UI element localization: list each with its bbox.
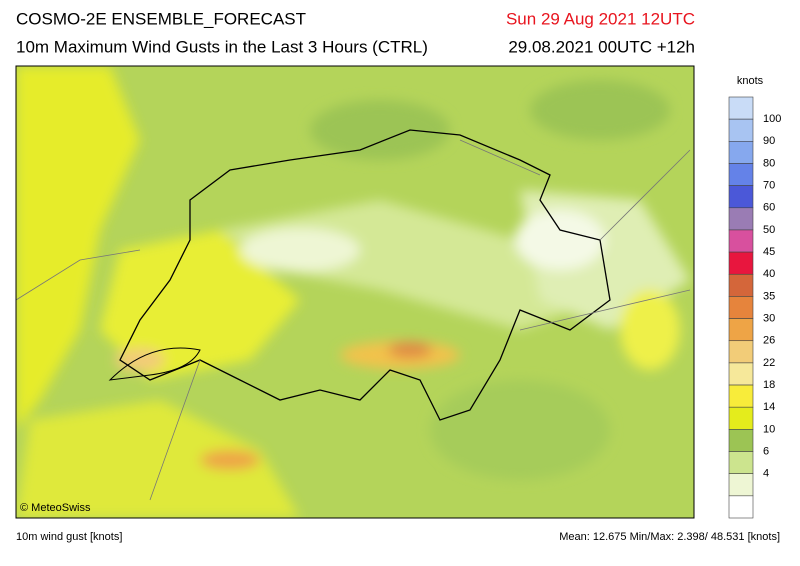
colorbar-label: 90 bbox=[763, 135, 775, 147]
run-time: 29.08.2021 00UTC +12h bbox=[508, 37, 695, 56]
colorbar-box bbox=[728, 451, 754, 474]
map-frame bbox=[15, 65, 695, 519]
colorbar-box bbox=[728, 229, 754, 253]
colorbar-label: 6 bbox=[763, 445, 769, 457]
colorbar-box bbox=[728, 429, 754, 452]
colorbar-label: 60 bbox=[763, 202, 775, 214]
colorbar-box bbox=[728, 118, 754, 142]
colorbar: 100 90 80 70 60 50 45 40 35 30 26 22 18 14 10 6 4 bbox=[728, 96, 781, 519]
title: COSMO-2E ENSEMBLE_FORECAST bbox=[16, 9, 306, 28]
border bbox=[119, 129, 611, 421]
map: © MeteoSwiss bbox=[15, 65, 695, 519]
credit: © MeteoSwiss bbox=[20, 502, 91, 514]
colorbar-label: 100 bbox=[763, 113, 781, 125]
colorbar-label: 14 bbox=[763, 401, 775, 413]
colorbar-label: 35 bbox=[763, 290, 775, 302]
wind-field bbox=[16, 66, 690, 518]
colorbar-label: 40 bbox=[763, 268, 775, 280]
colorbar-box bbox=[728, 185, 754, 209]
colorbar-label: 45 bbox=[763, 246, 775, 258]
colorbar-label: 80 bbox=[763, 157, 775, 169]
legend-unit: knots bbox=[737, 75, 764, 87]
colorbar-box bbox=[728, 251, 754, 275]
colorbar-label: 18 bbox=[763, 379, 775, 391]
colorbar-box bbox=[728, 96, 754, 120]
colorbar-box bbox=[728, 273, 754, 297]
colorbar-box bbox=[728, 141, 754, 164]
colorbar-box bbox=[728, 362, 754, 386]
colorbar-label: 70 bbox=[763, 180, 775, 192]
colorbar-label: 4 bbox=[763, 468, 769, 480]
colorbar-box bbox=[728, 163, 754, 186]
colorbar-box bbox=[728, 318, 754, 342]
colorbar-box bbox=[728, 340, 754, 364]
colorbar-box bbox=[728, 207, 754, 231]
colorbar-box bbox=[728, 296, 754, 319]
footer-variable: 10m wind gust [knots] bbox=[16, 531, 122, 543]
colorbar-label: 10 bbox=[763, 423, 775, 435]
colorbar-label: 30 bbox=[763, 312, 775, 324]
valid-time: Sun 29 Aug 2021 12UTC bbox=[506, 9, 695, 28]
colorbar-box bbox=[728, 495, 754, 519]
lake bbox=[108, 347, 201, 381]
colorbar-box bbox=[728, 406, 754, 430]
colorbar-label: 26 bbox=[763, 335, 775, 347]
colorbar-box bbox=[728, 473, 754, 497]
region-border bbox=[16, 139, 691, 501]
footer-stats: Mean: 12.675 Min/Max: 2.398/ 48.531 [kno… bbox=[559, 531, 780, 543]
colorbar-label: 22 bbox=[763, 357, 775, 369]
colorbar-box bbox=[728, 384, 754, 408]
colorbar-label: 50 bbox=[763, 224, 775, 236]
subtitle: 10m Maximum Wind Gusts in the Last 3 Hou… bbox=[16, 37, 428, 56]
